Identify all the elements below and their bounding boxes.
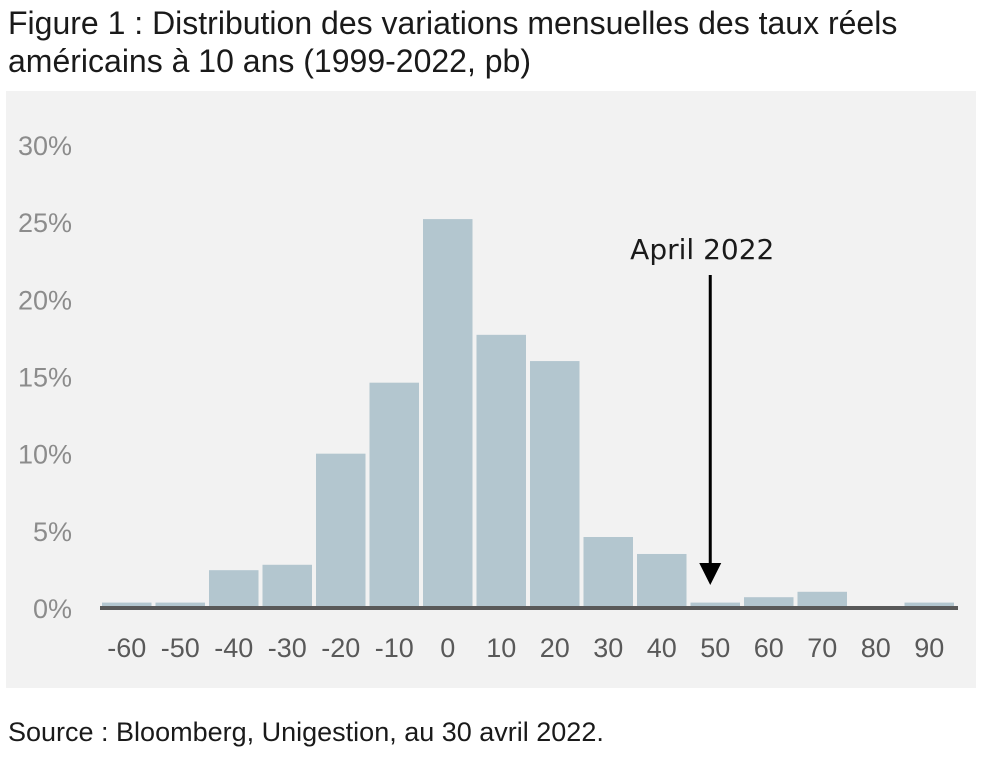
x-tick-label: 10 (486, 633, 516, 663)
y-tick-label: 0% (33, 594, 72, 624)
bar--60 (102, 602, 152, 608)
y-tick-label: 30% (18, 131, 72, 161)
x-tick-label: 30 (593, 633, 623, 663)
bar--20 (316, 453, 366, 608)
bar-90 (904, 602, 954, 608)
bar-10 (476, 334, 526, 608)
histogram-chart: 0% 5% 10% 15% 20% 25% 30% -60 -50 -40 -30 -20 -10 0 10… (18, 131, 958, 663)
bar-0 (423, 219, 473, 608)
bar--40 (209, 570, 259, 608)
x-tick-label: -20 (321, 633, 360, 663)
x-tick-label: 60 (754, 633, 784, 663)
x-tick-label: 70 (807, 633, 837, 663)
chart-title: Figure 1 : Distribution des variations m… (8, 5, 898, 79)
y-tick-label: 25% (18, 208, 72, 238)
x-tick-label: 40 (647, 633, 677, 663)
bar-20 (530, 361, 580, 608)
y-tick-label: 15% (18, 363, 72, 393)
bar-40 (637, 553, 687, 608)
annotation-label: April 2022 (630, 233, 774, 266)
bar--10 (369, 382, 419, 608)
y-tick-label: 5% (33, 517, 72, 547)
x-tick-label: 80 (861, 633, 891, 663)
bar--30 (262, 564, 312, 608)
x-tick-label: -40 (214, 633, 253, 663)
chart-panel: 0% 5% 10% 15% 20% 25% 30% -60 -50 -40 -30 -20 -10 0 10… (6, 91, 976, 688)
x-tick-label: 20 (540, 633, 570, 663)
x-tick-label: -10 (375, 633, 414, 663)
y-tick-label: 20% (18, 285, 72, 315)
bar--50 (155, 602, 205, 608)
y-tick-label: 10% (18, 440, 72, 470)
annotation-arrow-head (699, 563, 722, 585)
x-tick-label: -60 (107, 633, 146, 663)
x-tick-label: 0 (440, 633, 455, 663)
bar-30 (583, 537, 633, 608)
x-tick-label: -50 (161, 633, 200, 663)
x-tick-label: 50 (700, 633, 730, 663)
x-tick-label: 90 (914, 633, 944, 663)
bar-60 (744, 597, 794, 608)
x-tick-label: -30 (268, 633, 307, 663)
source-note: Source : Bloomberg, Unigestion, au 30 av… (8, 717, 604, 747)
bar-50 (690, 602, 740, 608)
bar-70 (797, 591, 847, 608)
